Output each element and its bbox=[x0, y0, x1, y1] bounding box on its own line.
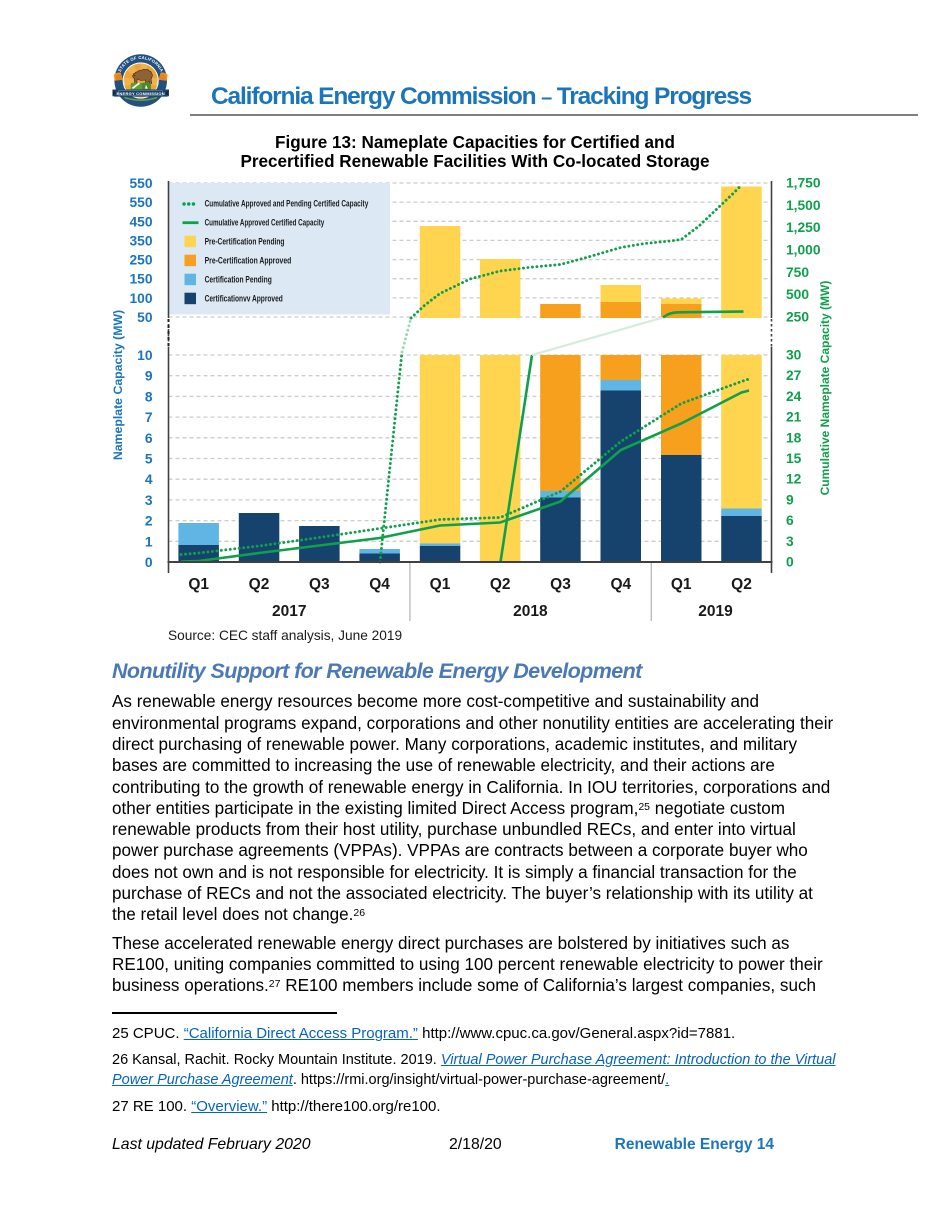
svg-text:Pre-Certification Approved: Pre-Certification Approved bbox=[205, 256, 292, 267]
svg-text:Q2: Q2 bbox=[249, 576, 270, 593]
svg-text:1,000: 1,000 bbox=[786, 243, 821, 258]
svg-text:27: 27 bbox=[786, 368, 802, 383]
svg-text:1,500: 1,500 bbox=[786, 198, 821, 213]
svg-text:550: 550 bbox=[129, 176, 152, 191]
svg-text:Cumulative Nameplate Capacity: Cumulative Nameplate Capacity (MW) bbox=[818, 281, 832, 496]
svg-text:Q1: Q1 bbox=[430, 576, 451, 593]
svg-text:500: 500 bbox=[786, 287, 809, 302]
svg-text:21: 21 bbox=[786, 410, 802, 425]
svg-text:5: 5 bbox=[145, 452, 153, 467]
svg-text:3: 3 bbox=[145, 493, 153, 508]
svg-text:100: 100 bbox=[129, 291, 152, 306]
svg-text:150: 150 bbox=[129, 272, 152, 287]
svg-text:3: 3 bbox=[786, 534, 794, 549]
svg-text:Q4: Q4 bbox=[610, 576, 631, 593]
svg-text:Cumulative Approved and Pendin: Cumulative Approved and Pending Certifie… bbox=[205, 199, 369, 210]
svg-text:450: 450 bbox=[129, 214, 152, 229]
svg-text:Q4: Q4 bbox=[369, 576, 390, 593]
svg-text:Certificationvv Approved: Certificationvv Approved bbox=[205, 294, 283, 305]
svg-text:24: 24 bbox=[786, 389, 802, 404]
svg-text:Q3: Q3 bbox=[309, 576, 330, 593]
svg-text:12: 12 bbox=[786, 472, 802, 487]
svg-text:ENERGY COMMISSION: ENERGY COMMISSION bbox=[116, 91, 164, 96]
svg-text:7: 7 bbox=[145, 410, 153, 425]
svg-text:Source: CEC staff analysis, Ju: Source: CEC staff analysis, June 2019 bbox=[168, 628, 402, 643]
svg-text:0: 0 bbox=[145, 555, 153, 570]
svg-text:Q2: Q2 bbox=[490, 576, 511, 593]
svg-text:15: 15 bbox=[786, 451, 802, 466]
svg-text:0: 0 bbox=[786, 555, 794, 570]
svg-text:Q3: Q3 bbox=[550, 576, 571, 593]
svg-text:2019: 2019 bbox=[698, 603, 733, 620]
svg-text:10: 10 bbox=[137, 348, 153, 363]
svg-text:Nameplate Capacity (MW): Nameplate Capacity (MW) bbox=[111, 310, 125, 460]
svg-text:250: 250 bbox=[129, 253, 152, 268]
svg-text:Pre-Certification Pending: Pre-Certification Pending bbox=[205, 237, 285, 248]
svg-text:2018: 2018 bbox=[513, 603, 548, 620]
svg-text:6: 6 bbox=[145, 431, 153, 446]
svg-text:8: 8 bbox=[145, 389, 153, 404]
svg-text:9: 9 bbox=[145, 369, 153, 384]
svg-text:350: 350 bbox=[129, 233, 152, 248]
svg-text:Q1: Q1 bbox=[671, 576, 692, 593]
svg-text:4: 4 bbox=[145, 472, 153, 487]
svg-text:Q1: Q1 bbox=[188, 576, 209, 593]
svg-text:2017: 2017 bbox=[272, 603, 306, 620]
svg-text:1,250: 1,250 bbox=[786, 220, 821, 235]
svg-text:550: 550 bbox=[129, 195, 152, 210]
svg-text:1: 1 bbox=[145, 534, 153, 549]
svg-text:Cumulative Approved Certified: Cumulative Approved Certified Capacity bbox=[205, 218, 325, 229]
svg-text:30: 30 bbox=[786, 348, 802, 363]
svg-text:50: 50 bbox=[137, 310, 153, 325]
svg-text:Q2: Q2 bbox=[731, 576, 752, 593]
svg-text:9: 9 bbox=[786, 492, 794, 507]
svg-text:250: 250 bbox=[786, 310, 809, 325]
svg-text:18: 18 bbox=[786, 430, 802, 445]
svg-text:Certification Pending: Certification Pending bbox=[205, 275, 272, 286]
svg-text:1,750: 1,750 bbox=[786, 176, 821, 191]
svg-text:6: 6 bbox=[786, 513, 794, 528]
svg-text:750: 750 bbox=[786, 265, 809, 280]
svg-text:2: 2 bbox=[145, 514, 153, 529]
